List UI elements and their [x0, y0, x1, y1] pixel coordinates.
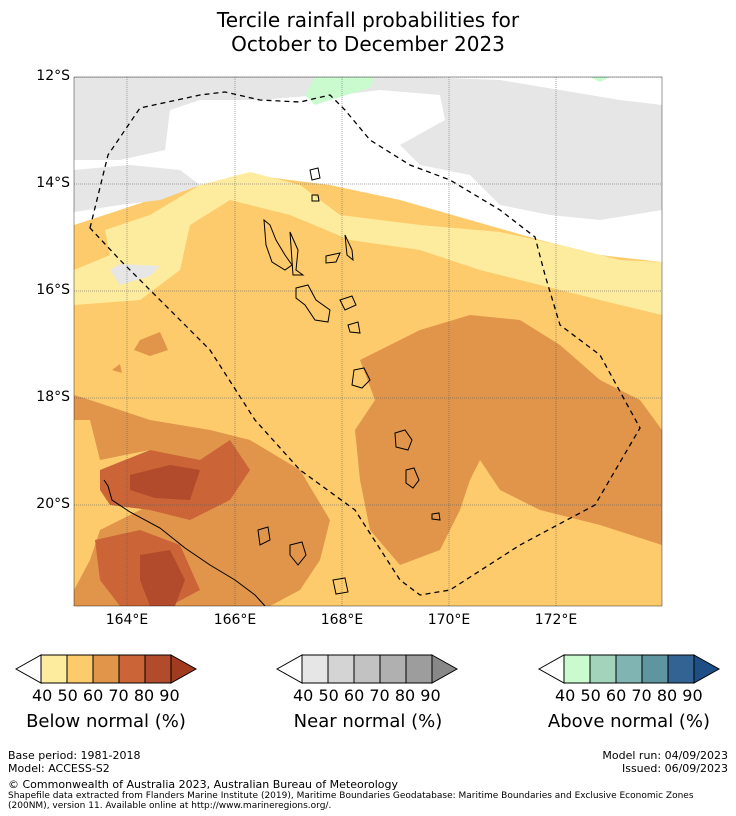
- lon-label-170e: 170°E: [427, 612, 471, 628]
- map-gridlines: [74, 77, 662, 606]
- shapefile-credit-line1: Shapefile data extracted from Flanders M…: [8, 791, 694, 801]
- shapefile-credit-line2: (200NM), version 11. Available online at…: [8, 801, 332, 811]
- above-normal-40-50-patch-small: [590, 77, 610, 82]
- below-normal-60-70-east: [355, 315, 662, 565]
- below-normal-80-90-patch: [130, 465, 200, 500]
- near-normal-patch-west: [74, 77, 330, 160]
- below-normal-40-50-band: [74, 172, 662, 315]
- colorbar-above-ticks: 40 50 60 70 80 90: [555, 686, 703, 705]
- lon-label-166e: 166°E: [213, 612, 257, 628]
- model-text: Model: ACCESS-S2: [8, 762, 110, 775]
- map-title-line2: October to December 2023: [231, 32, 505, 56]
- lat-label-16s: 16°S: [36, 282, 70, 298]
- colorbar-near-label: Near normal (%): [293, 711, 443, 732]
- colorbar-below-normal: [14, 654, 198, 684]
- lat-label-18s: 18°S: [36, 389, 70, 405]
- model-run-text: Model run: 04/09/2023: [602, 749, 728, 762]
- colorbar-below-label: Below normal (%): [26, 711, 186, 732]
- below-normal-60-70-small: [134, 332, 168, 356]
- colorbar-above-normal: [537, 654, 721, 684]
- eez-boundary: [89, 91, 641, 596]
- colorbar-above-label: Above normal (%): [547, 711, 711, 732]
- lon-label-168e: 168°E: [320, 612, 364, 628]
- colorbar-near-ticks: 40 50 60 70 80 90: [293, 686, 441, 705]
- near-normal-patch-east: [340, 77, 662, 220]
- lon-label-164e: 164°E: [105, 612, 149, 628]
- colorbar-near-normal: [275, 654, 459, 684]
- map-fill-layer: [74, 77, 662, 606]
- copyright-text: © Commonwealth of Australia 2023, Austra…: [8, 778, 398, 791]
- lat-label-14s: 14°S: [36, 175, 70, 191]
- colorbar-below-ticks: 40 50 60 70 80 90: [32, 686, 180, 705]
- map-frame: [73, 76, 663, 607]
- below-normal-80-90-patch2: [140, 550, 185, 606]
- island-outlines: [103, 167, 441, 606]
- lat-label-20s: 20°S: [36, 496, 70, 512]
- base-period-text: Base period: 1981-2018: [8, 749, 141, 762]
- below-normal-60-70-dot: [112, 364, 122, 373]
- lat-label-12s: 12°S: [36, 68, 70, 84]
- issued-text: Issued: 06/09/2023: [621, 762, 728, 775]
- above-normal-40-50-patch: [305, 77, 375, 105]
- lon-label-172e: 172°E: [534, 612, 578, 628]
- map-title-line1: Tercile rainfall probabilities for: [216, 8, 520, 32]
- near-normal-patch-west2: [74, 165, 200, 212]
